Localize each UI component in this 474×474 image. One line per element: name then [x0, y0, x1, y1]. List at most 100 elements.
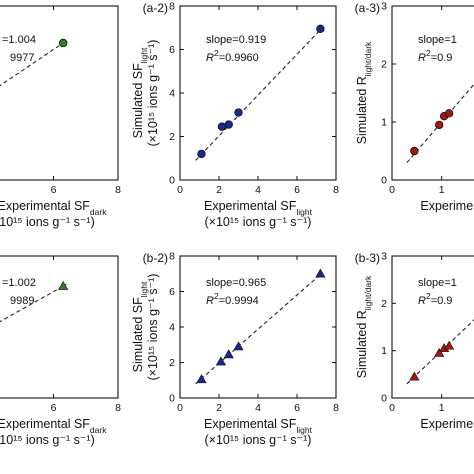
x-axis-title-units: (×10¹⁵ ions g⁻¹ s⁻¹): [205, 215, 312, 229]
x-tick-label: 6: [51, 402, 57, 414]
x-tick-label: 0: [177, 184, 183, 196]
x-tick-label: 0: [389, 184, 395, 196]
x-tick-label: 2: [216, 402, 222, 414]
r2-annotation-part-1: 2: [214, 291, 219, 301]
r2-annotation-part-0: R: [418, 295, 426, 307]
r2-annotation-part-0: R: [206, 295, 214, 307]
y-axis-title-part-1: light: [139, 281, 149, 297]
x-axis-title-part-0: Experimental SF: [0, 199, 90, 213]
data-point: [224, 120, 233, 129]
x-tick-label: 8: [115, 402, 121, 414]
slope-annotation-part-0: slope=1: [418, 34, 457, 46]
r2-annotation-part-2: 9989: [10, 295, 34, 307]
x-tick-label: 8: [333, 402, 339, 414]
x-axis-title-part-0: Experimental SF: [0, 417, 90, 431]
y-tick-label: 6: [169, 286, 175, 298]
x-axis-title-units-part-0: 10¹⁵ ions g⁻¹ s⁻¹): [0, 433, 95, 447]
x-axis-title-part-1: light: [296, 425, 312, 435]
slope-annotation: slope=0.919: [206, 34, 266, 46]
y-axis-title-units-part-0: (×10¹⁵ ions g⁻¹ s⁻¹): [146, 40, 160, 147]
r2-annotation-part-2: =0.9960: [219, 52, 259, 64]
r2-annotation-part-0: R: [206, 52, 214, 64]
x-axis-title-part-1: light: [296, 207, 312, 217]
r2-annotation: 9977: [10, 52, 34, 64]
y-tick-label: 1: [381, 117, 387, 129]
plot-frame: [391, 5, 474, 181]
panel-label: (b-2): [143, 251, 168, 265]
slope-annotation: =1.004: [2, 34, 36, 46]
y-tick-label: 1: [381, 345, 387, 357]
r2-annotation: R2=0.9: [418, 291, 452, 307]
fit-line: [195, 272, 323, 385]
x-axis-title: Experimental SFlight: [204, 417, 313, 435]
r2-annotation: R2=0.9960: [206, 48, 259, 64]
r2-annotation-part-1: 2: [426, 48, 431, 58]
y-axis-title-part-0: Simulated R: [355, 76, 369, 144]
x-tick-label: 6: [294, 402, 300, 414]
panel-label: (b-3): [355, 251, 380, 265]
x-axis-title-units-part-0: (×10¹⁵ ions g⁻¹ s⁻¹): [205, 215, 312, 229]
x-tick-label: 1: [439, 402, 445, 414]
slope-annotation: slope=1: [418, 34, 457, 46]
y-axis-title-part-0: Simulated SF: [131, 63, 145, 138]
x-axis-title-units: (×10¹⁵ ions g⁻¹ s⁻¹): [205, 433, 312, 447]
r2-annotation: R2=0.9994: [206, 291, 259, 307]
x-axis-title-part-0: Experiment: [420, 417, 474, 431]
y-axis-title: Simulated SFlight: [131, 281, 149, 372]
slope-annotation: =1.002: [2, 277, 36, 289]
x-tick-label: 1: [439, 184, 445, 196]
data-point: [58, 280, 69, 290]
x-axis-title: Experiment: [420, 417, 474, 431]
y-tick-label: 0: [381, 175, 387, 187]
y-tick-label: 2: [169, 357, 175, 369]
x-axis-title-part-1: dark: [90, 425, 107, 435]
data-point: [434, 120, 444, 130]
x-axis-title-part-0: Experiment: [420, 199, 474, 213]
y-axis-title-part-1: light/dark: [363, 275, 373, 310]
y-tick-label: 4: [169, 322, 175, 334]
plot-frame: [0, 255, 119, 399]
data-point: [197, 149, 206, 159]
x-tick-label: 4: [255, 402, 261, 414]
panel-a-3: 0 1 2 0 1 2 3 slope=1 R2=0.9 (a-3) Experiment Simul…: [355, 1, 474, 213]
x-tick-label: 2: [216, 184, 222, 196]
x-axis-title: Experimental SFlight: [204, 199, 313, 217]
x-axis-title: Experiment: [420, 199, 474, 213]
data-point: [196, 374, 207, 384]
y-tick-label: 2: [381, 59, 387, 71]
x-tick-label: 0: [177, 402, 183, 414]
r2-annotation: R2=0.9: [418, 48, 452, 64]
r2-annotation-part-2: =0.9: [431, 295, 453, 307]
y-tick-label: 3: [381, 1, 387, 13]
y-tick-label: 4: [169, 88, 175, 100]
y-axis-title-part-0: Simulated SF: [131, 297, 145, 372]
y-axis-title: Simulated Rlight/dark: [355, 275, 373, 378]
x-axis-title-units-part-0: 10¹⁵ ions g⁻¹ s⁻¹): [0, 215, 95, 229]
slope-annotation-part-0: slope=0.919: [206, 34, 266, 46]
r2-annotation-part-2: 9977: [10, 52, 34, 64]
y-tick-label: 2: [169, 131, 175, 143]
data-point: [434, 347, 445, 357]
data-point: [58, 38, 68, 48]
y-axis-title: Simulated SFlight: [131, 47, 149, 138]
data-point: [443, 340, 455, 350]
x-axis-title: Experimental SFdark: [0, 417, 107, 435]
data-point: [409, 371, 420, 381]
fit-line: [195, 27, 323, 161]
data-point: [234, 108, 243, 117]
slope-annotation: slope=1: [418, 277, 457, 289]
fit-line: [406, 83, 474, 163]
x-tick-label: 6: [51, 184, 57, 196]
x-axis-title: Experimental SFdark: [0, 199, 107, 217]
data-point: [315, 268, 326, 278]
data-point: [410, 146, 419, 156]
x-tick-label: 0: [389, 402, 395, 414]
panel-b-2: 0 2 4 6 802468slope=0.965R2=0.9994(b-2)Exper…: [131, 251, 339, 448]
fit-line: [0, 40, 67, 87]
x-axis-title-part-1: dark: [90, 207, 107, 217]
y-axis-title-units: (×10¹⁵ ions g⁻¹ s⁻¹): [146, 40, 160, 147]
panel-label: (a-2): [143, 1, 168, 15]
y-tick-label: 0: [381, 393, 387, 405]
